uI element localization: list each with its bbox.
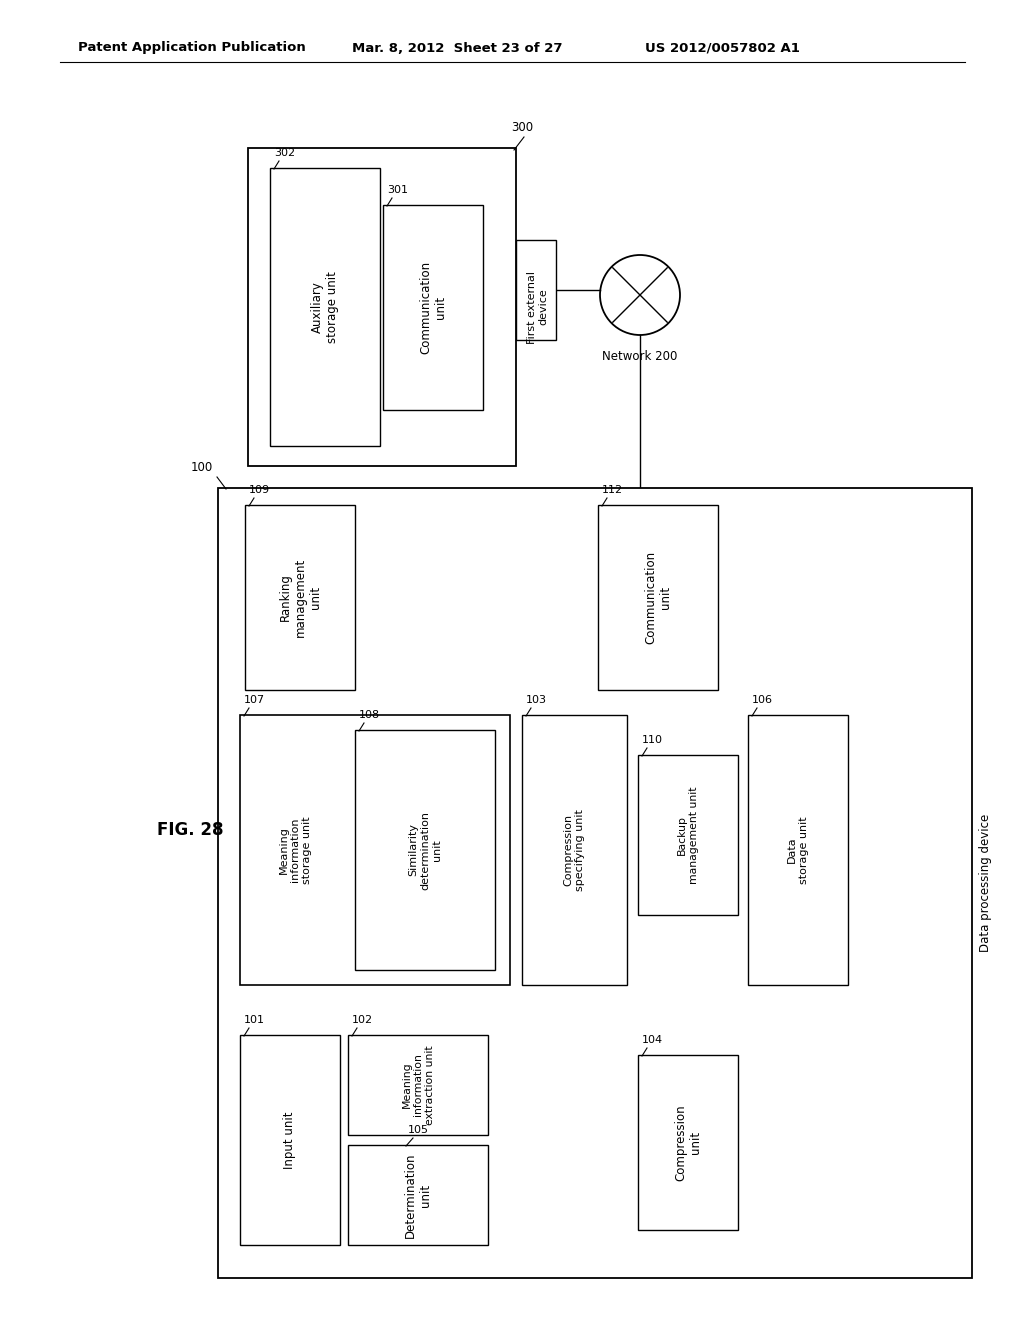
Text: Compression
specifying unit: Compression specifying unit [563,809,586,891]
Text: 108: 108 [359,710,380,719]
Text: Patent Application Publication: Patent Application Publication [78,41,306,54]
Text: Similarity
determination
unit: Similarity determination unit [409,810,441,890]
Bar [240,715,510,985]
Text: Ranking
management
unit: Ranking management unit [279,558,322,638]
Text: US 2012/0057802 A1: US 2012/0057802 A1 [645,41,800,54]
Text: Mar. 8, 2012  Sheet 23 of 27: Mar. 8, 2012 Sheet 23 of 27 [352,41,562,54]
Text: 106: 106 [752,696,773,705]
Text: First external
device: First external device [527,271,549,343]
Text: Determination
unit: Determination unit [404,1152,432,1238]
Text: 300: 300 [511,121,534,135]
Text: Backup
management unit: Backup management unit [677,787,698,884]
Text: 103: 103 [526,696,547,705]
Text: Input unit: Input unit [284,1111,297,1168]
Bar [240,1035,340,1245]
Text: 107: 107 [244,696,265,705]
Bar [748,715,848,985]
Text: Network 200: Network 200 [602,350,678,363]
Text: Auxiliary
storage unit: Auxiliary storage unit [311,271,339,343]
Bar [522,715,627,985]
Text: 104: 104 [642,1035,664,1045]
Text: Communication
unit: Communication unit [419,261,447,354]
Bar [348,1035,488,1135]
Text: FIG. 28: FIG. 28 [157,821,223,840]
Bar [383,205,483,411]
Bar [638,755,738,915]
Text: Data processing device: Data processing device [980,814,992,952]
Text: Communication
unit: Communication unit [644,550,672,644]
Bar [598,506,718,690]
Text: 301: 301 [387,185,408,195]
Bar [348,1144,488,1245]
Text: 110: 110 [642,735,663,744]
Text: 302: 302 [274,148,295,158]
Text: Data
storage unit: Data storage unit [787,816,809,884]
Text: 100: 100 [190,461,213,474]
Bar [218,488,972,1278]
Text: Meaning
information
storage unit: Meaning information storage unit [279,816,311,884]
Text: Meaning
information
extraction unit: Meaning information extraction unit [401,1045,434,1125]
Bar [248,148,516,466]
Bar [245,506,355,690]
Text: 101: 101 [244,1015,265,1026]
Text: 112: 112 [602,484,624,495]
Bar [270,168,380,446]
Text: 109: 109 [249,484,270,495]
Bar [355,730,495,970]
Text: 105: 105 [408,1125,429,1135]
Bar [516,240,556,341]
Text: 102: 102 [352,1015,373,1026]
Bar [638,1055,738,1230]
Text: Compression
unit: Compression unit [674,1105,702,1181]
